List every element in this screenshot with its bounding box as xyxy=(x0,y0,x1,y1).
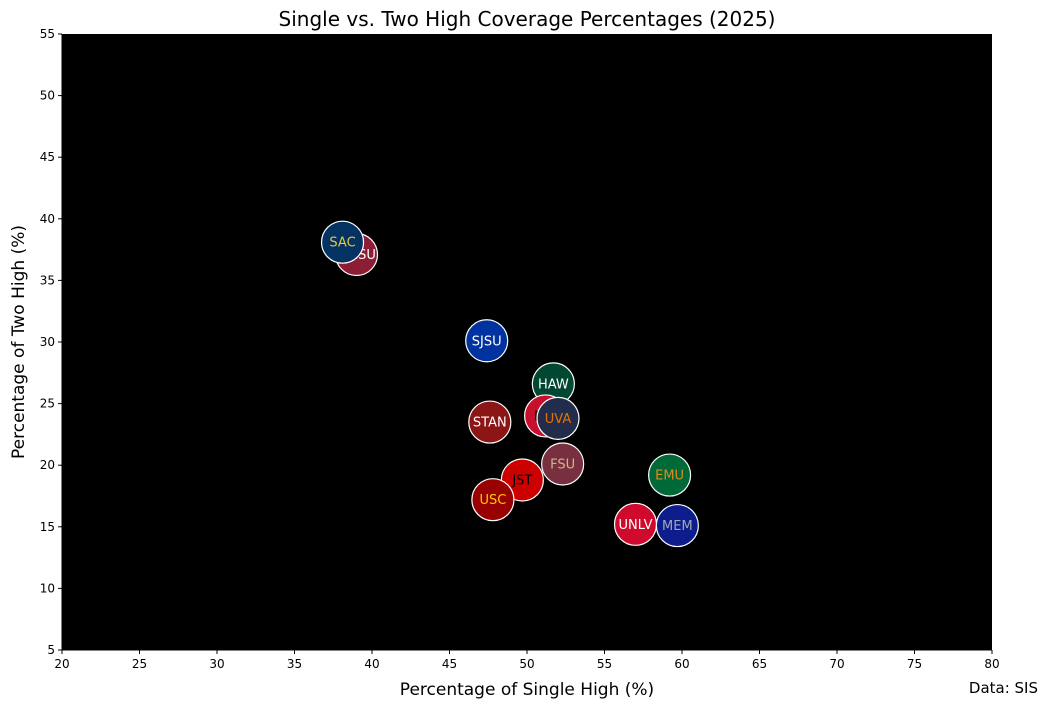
y-tick-label: 50 xyxy=(40,89,55,103)
point-label: HAW xyxy=(538,377,569,392)
x-tick-label: 40 xyxy=(364,657,379,671)
point-marker xyxy=(471,478,515,522)
y-ticks: 5 10 15 20 25 30 35 40 45 50 55 xyxy=(40,27,62,657)
point-label: EMU xyxy=(655,469,684,484)
point-label: MEM xyxy=(662,519,693,534)
x-tick-label: 45 xyxy=(442,657,457,671)
point-label: SAC xyxy=(329,236,355,251)
y-tick-label: 55 xyxy=(40,27,55,41)
x-tick-label: 55 xyxy=(597,657,612,671)
x-tick-label: 60 xyxy=(674,657,689,671)
point-marker xyxy=(647,453,692,497)
x-axis-label: Percentage of Single High (%) xyxy=(400,680,654,700)
point-label: STAN xyxy=(473,416,507,431)
data-point: UNLV xyxy=(613,502,658,546)
y-tick-label: 10 xyxy=(40,581,55,595)
y-tick-label: 15 xyxy=(40,520,55,534)
y-tick-label: 35 xyxy=(40,273,55,287)
point-label: UVA xyxy=(545,412,572,427)
point-label: FSU xyxy=(550,457,575,472)
data-point: SJSU xyxy=(465,319,509,363)
data-point: FSU xyxy=(541,442,585,486)
data-source: Data: SIS xyxy=(969,679,1038,697)
plot-area xyxy=(62,34,992,650)
point-label: JST xyxy=(511,473,532,488)
y-tick-label: 40 xyxy=(40,212,55,226)
y-tick-label: 20 xyxy=(40,458,55,472)
y-axis-label: Percentage of Two High (%) xyxy=(9,225,29,459)
x-tick-label: 70 xyxy=(829,657,844,671)
y-tick-label: 25 xyxy=(40,397,55,411)
y-tick-label: 30 xyxy=(40,335,55,349)
x-tick-label: 30 xyxy=(209,657,224,671)
point-marker xyxy=(541,442,585,486)
x-tick-label: 75 xyxy=(907,657,922,671)
point-label: UNLV xyxy=(619,518,653,533)
data-point: EMU xyxy=(647,453,692,497)
data-point: HAW xyxy=(531,362,575,406)
point-marker xyxy=(320,220,365,264)
point-label: USC xyxy=(479,493,506,508)
point-marker xyxy=(468,400,512,444)
y-tick-label: 45 xyxy=(40,150,55,164)
data-point: MEM xyxy=(655,503,699,548)
x-tick-label: 25 xyxy=(132,657,147,671)
x-tick-label: 80 xyxy=(984,657,999,671)
x-tick-label: 65 xyxy=(752,657,767,671)
x-tick-label: 35 xyxy=(287,657,302,671)
point-marker xyxy=(465,319,509,363)
points-layer: NMSUSACSJSUHAWNIUUVASTANFSUEMUJSTUSCUNLV… xyxy=(320,220,699,548)
y-tick-label: 5 xyxy=(47,643,55,657)
point-marker xyxy=(536,396,580,440)
chart-title: Single vs. Two High Coverage Percentages… xyxy=(279,7,776,31)
point-marker xyxy=(655,503,699,548)
point-label: SJSU xyxy=(472,334,502,349)
data-point: SAC xyxy=(320,220,365,264)
x-tick-label: 50 xyxy=(519,657,534,671)
x-tick-label: 20 xyxy=(54,657,69,671)
data-point: USC xyxy=(471,478,515,522)
data-point: UVA xyxy=(536,396,580,440)
data-point: STAN xyxy=(468,400,512,444)
x-ticks: 20 25 30 35 40 45 50 55 60 65 70 75 80 xyxy=(54,650,1000,671)
